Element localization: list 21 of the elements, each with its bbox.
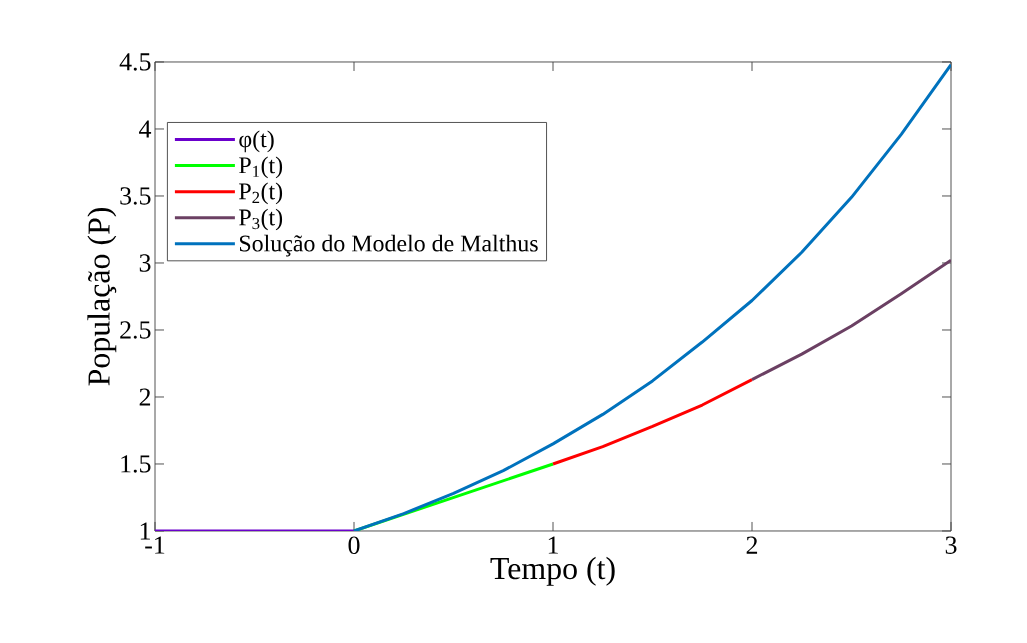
legend-label: P$_{1}$(t) bbox=[239, 156, 283, 179]
legend-label: φ(t) bbox=[239, 130, 274, 153]
y-tick-label: 3.5 bbox=[120, 187, 151, 205]
x-axis-title: Tempo (t) bbox=[490, 556, 615, 586]
y-tick-label: 4 bbox=[139, 120, 152, 138]
line-series bbox=[352, 63, 952, 531]
y-tick-label: 1.5 bbox=[121, 455, 151, 473]
legend-label: P$_{3}$(t) bbox=[239, 208, 283, 231]
x-tick-label: 0 bbox=[348, 536, 360, 554]
y-axis-title: População (P) bbox=[87, 208, 117, 386]
x-tick-label: 1 bbox=[548, 536, 558, 554]
y-tick-label: 2.5 bbox=[120, 321, 151, 339]
x-tick-label: 3 bbox=[945, 536, 957, 554]
line-series bbox=[750, 258, 952, 382]
line-series bbox=[551, 378, 754, 466]
y-tick-label: 2 bbox=[139, 388, 151, 406]
legend-label: Solução do Modelo de Malthus bbox=[239, 234, 538, 257]
y-tick-label: 3 bbox=[139, 254, 151, 272]
x-tick-label: 2 bbox=[746, 536, 758, 554]
y-tick-label: 4.5 bbox=[119, 53, 151, 71]
legend-label: P$_{2}$(t) bbox=[239, 182, 283, 205]
